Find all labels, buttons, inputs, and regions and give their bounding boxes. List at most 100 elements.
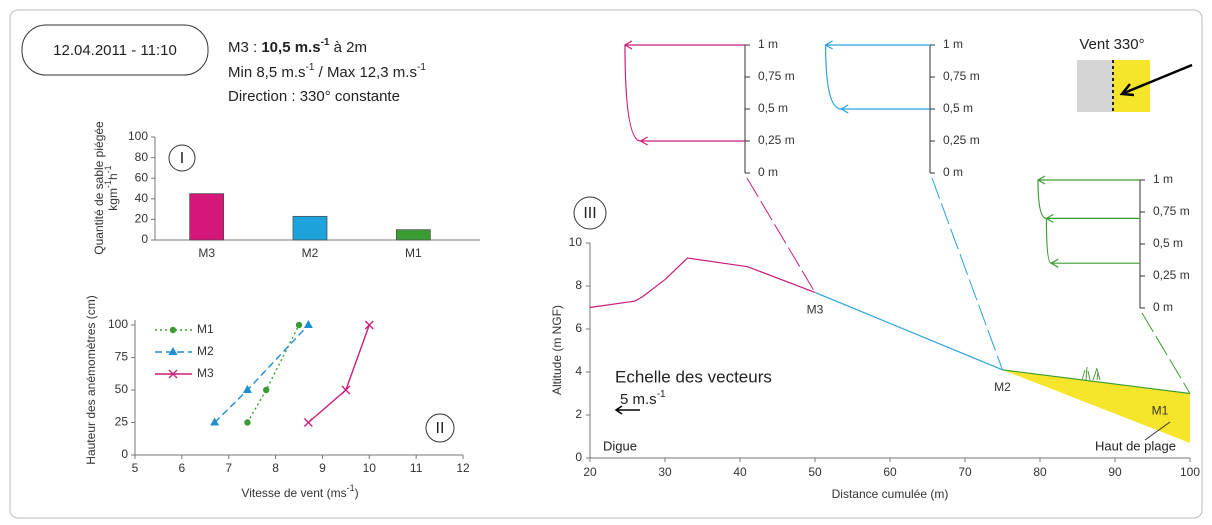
x-tick-label: 7 — [225, 461, 232, 475]
scale-title: Echelle des vecteurs — [615, 367, 772, 386]
connector — [931, 177, 1003, 371]
station-label: M1 — [1152, 404, 1169, 418]
panel-label: I — [180, 150, 184, 167]
text: 10,5 m.s — [261, 39, 320, 56]
grass — [1081, 366, 1101, 381]
y-tick-label: 25 — [115, 415, 129, 429]
x-axis-label: Distance cumulée (m) — [832, 487, 949, 501]
x-tick-label: M1 — [405, 246, 422, 260]
y-tick-label: 60 — [135, 170, 149, 184]
wind-arrow — [1119, 63, 1193, 97]
y-tick-label: 2 — [575, 407, 582, 421]
terrain-line — [589, 257, 816, 309]
inset-tick-label: 0,5 m — [943, 101, 973, 115]
y-axis-label: Hauteur des anémomètres (cm) — [84, 295, 98, 464]
y-tick-label: 4 — [575, 364, 582, 378]
x-tick-label: 70 — [958, 465, 972, 479]
sup: -1 — [321, 37, 330, 48]
beach-label: Haut de plage — [1095, 438, 1176, 453]
inset-tick-label: 0 m — [943, 165, 963, 179]
sup: -1 — [103, 180, 113, 188]
station-label: M3 — [807, 303, 824, 317]
text: Min 8,5 m.s — [228, 64, 306, 81]
wind-arrow — [824, 40, 930, 50]
panel-label: II — [436, 420, 445, 437]
y-tick-label: 8 — [575, 278, 582, 292]
bar — [395, 229, 431, 241]
inset-tick-label: 1 m — [1153, 172, 1173, 186]
x-tick-label: 8 — [272, 461, 279, 475]
marker — [295, 321, 303, 329]
wind-arrow — [623, 40, 745, 50]
series-line — [246, 324, 300, 423]
x-tick-label: 90 — [1108, 465, 1122, 479]
x-tick-label: 40 — [733, 465, 747, 479]
wind-profile — [624, 44, 641, 142]
y-tick-label: 6 — [575, 321, 582, 335]
text: kgm — [106, 188, 120, 211]
inset-tick-label: 0,75 m — [943, 69, 980, 83]
y-tick-label: 75 — [115, 350, 129, 364]
marker — [242, 385, 252, 393]
wind-arrow — [1036, 175, 1140, 185]
series-line — [307, 324, 370, 424]
marker — [364, 320, 374, 330]
connector — [1141, 312, 1191, 394]
header-line: Min 8,5 m.s-1 / Max 12,3 m.s-1 — [228, 62, 426, 81]
terrain-line — [814, 291, 1003, 371]
wind-profile — [825, 44, 842, 110]
y-tick-label: 100 — [128, 129, 148, 143]
marker — [303, 418, 313, 427]
series-line — [214, 324, 309, 423]
y-tick-label: 0 — [121, 447, 128, 461]
y-axis-label: Altitude (m NGF) — [550, 305, 564, 395]
y-tick-label: 10 — [569, 235, 583, 249]
inset-tick-label: 0,75 m — [1153, 204, 1190, 218]
wind-icon — [1077, 60, 1113, 112]
inset-tick-label: 0,75 m — [758, 69, 795, 83]
marker — [303, 320, 313, 328]
legend-label: M3 — [197, 366, 214, 380]
marker — [341, 385, 351, 395]
scale-label: 5 m.s-1 — [620, 389, 666, 408]
inset-tick-label: 0 m — [1153, 300, 1173, 314]
x-tick-label: 30 — [658, 465, 672, 479]
timestamp-box — [21, 24, 209, 76]
inset-tick-label: 0,25 m — [1153, 268, 1190, 282]
leader — [1144, 421, 1171, 441]
text: à 2m — [329, 39, 367, 56]
y-tick-label: 50 — [115, 382, 129, 396]
panel-label: III — [583, 205, 596, 222]
text: h — [106, 173, 120, 180]
inset-tick-label: 0,25 m — [758, 133, 795, 147]
marker — [210, 417, 220, 426]
x-tick-label: 60 — [883, 465, 897, 479]
wind-icon — [1113, 60, 1150, 112]
legend-marker — [168, 369, 178, 379]
marker — [244, 419, 251, 426]
y-tick-label: 80 — [135, 150, 149, 164]
x-tick-label: 50 — [808, 465, 822, 479]
x-tick-label: M3 — [198, 246, 215, 260]
text: 5 m.s — [620, 391, 657, 408]
x-tick-label: 9 — [319, 461, 326, 475]
text: ) — [355, 486, 359, 500]
header-line: M3 : 10,5 m.s-1 à 2m — [228, 37, 367, 56]
y-axis-label: kgm-1h-1 — [103, 165, 120, 210]
legend-marker — [168, 347, 178, 355]
scale-arrow — [614, 405, 640, 415]
x-tick-label: 5 — [132, 461, 139, 475]
panel-circle — [573, 196, 607, 230]
dike-label: Digue — [603, 438, 637, 453]
inset-tick-label: 1 m — [758, 37, 778, 51]
timestamp: 12.04.2011 - 11:10 — [53, 42, 177, 59]
panel-circle — [425, 413, 455, 443]
axis — [589, 243, 1190, 459]
bar — [189, 193, 225, 241]
text: Vitesse de vent (ms — [241, 486, 346, 500]
y-axis-label: Quantité de sable piégée — [92, 121, 106, 255]
x-tick-label: 20 — [583, 465, 597, 479]
wind-profile — [1037, 179, 1052, 264]
sup: -1 — [306, 62, 315, 73]
